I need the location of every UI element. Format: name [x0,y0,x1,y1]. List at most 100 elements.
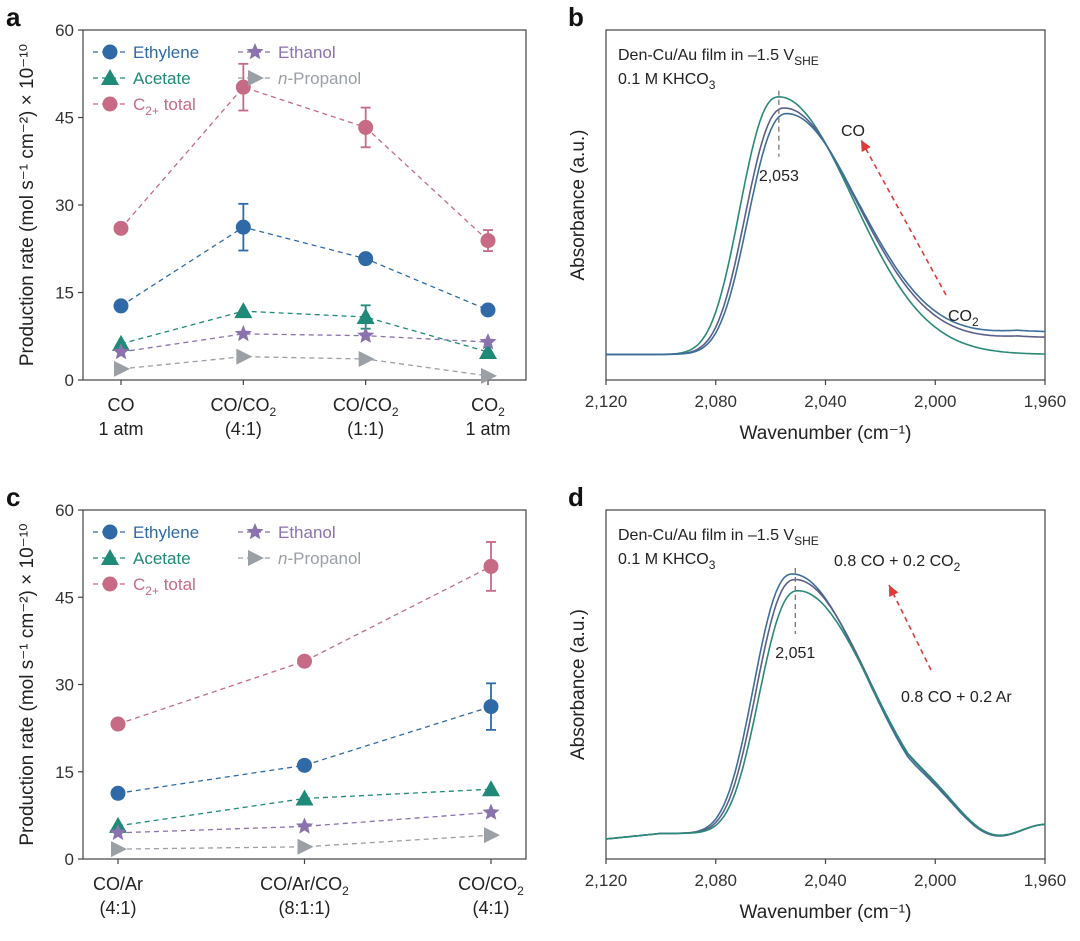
panel-label-c: c [6,482,20,512]
series-line-c2total [120,86,489,242]
shift-arrow-head [861,140,871,152]
x-category-label: CO/Ar/CO2 [260,874,349,898]
x-category-label: CO/CO2 [210,395,276,419]
series-line-ethanol [120,333,489,353]
title-line-2: 0.1 M KHCO3 [618,551,716,572]
data-point-ethylene [483,699,499,715]
series-line-ethylene [117,705,492,794]
data-point-c2total [297,653,312,669]
data-point-npropanol [297,838,314,855]
legend-label-c2total: C2+ total [133,575,196,598]
data-point-acetate [479,343,497,359]
peak-label: 2,053 [759,168,799,185]
legend-label-ethanol: Ethanol [278,523,336,542]
legend-label-c2total: C2+ total [133,95,196,118]
legend-label-ethylene: Ethylene [133,523,199,542]
data-point-npropanol [481,367,497,384]
spectrum-line-spectrum_b [605,578,1046,840]
series-line-npropanol [120,356,489,377]
legend-marker-c2total [102,576,118,592]
data-point-npropanol [114,360,130,377]
y-axis-label: Production rate (mol s⁻¹ cm⁻²) × 10⁻¹⁰ [17,523,38,845]
spectrum-line-spectrum_a [606,95,1045,356]
data-point-npropanol [111,841,127,858]
panel-c-production-chart: 0 15 30 45 60 CO/Ar (4:1) CO/Ar/CO2(8:1:1) CO/CO… [17,501,527,918]
title-line-1: Den-Cu/Au film in –1.5 VSHE [618,47,819,68]
arrow-bottom-label: 0.8 CO + 0.2 Ar [901,689,1012,706]
data-point-acetate [112,334,130,351]
legend-marker-acetate [101,69,119,85]
data-point-ethanol [479,333,497,350]
y-tick-label: 15 [55,284,74,303]
x-category-sublabel: 1 atm [98,419,143,439]
data-point-ethylene [235,219,251,235]
legend-marker-ethanol [246,43,264,60]
series-line-acetate [120,310,489,353]
legend-marker-ethanol [246,523,264,540]
y-tick-label: 45 [55,109,74,128]
data-point-ethylene [480,302,496,318]
x-axis-label: Wavenumber (cm⁻¹) [740,423,912,444]
x-category-label: CO/Ar [93,874,143,894]
x-category-label: CO/CO2 [458,874,524,898]
data-point-acetate [234,302,253,319]
arrow-bottom-label: CO2 [948,308,979,329]
data-point-c2total [480,233,496,249]
data-point-ethanol [357,326,375,343]
y-axis-label: Absorbance (a.u.) [568,609,589,760]
data-point-npropanol [236,348,253,365]
y-tick-label: 45 [55,588,74,607]
y-tick-label: 0 [65,850,74,869]
data-point-ethylene [110,785,126,801]
x-category-label: CO [108,395,135,415]
spectrum-line-spectrum_c [606,112,1046,356]
x-tick-label: 1,960 [1024,392,1067,411]
x-category-sublabel: (1:1) [347,419,384,439]
shift-arrow-line [888,584,932,671]
y-tick-label: 30 [55,196,74,215]
y-axis-label: Production rate (mol s⁻¹ cm⁻²) × 10⁻¹⁰ [17,44,38,366]
x-tick-label: 2,120 [585,392,628,411]
data-point-c2total [113,220,129,236]
y-tick-label: 60 [55,21,74,40]
legend-marker-npropanol [248,550,264,566]
x-tick-label: 2,080 [694,392,737,411]
shift-arrow-head [889,585,899,597]
x-tick-label: 2,040 [804,392,847,411]
peak-label: 2,051 [775,645,815,662]
x-category-sublabel: (8:1:1) [278,898,330,918]
spectrum-line-spectrum_c [605,573,1046,840]
legend-label-acetate: Acetate [133,69,191,88]
legend-label-npropanol: n-Propanol [278,549,361,568]
title-line-1: Den-Cu/Au film in –1.5 VSHE [618,527,819,548]
panel-label-b: b [568,2,584,32]
data-point-c2total [110,716,126,732]
legend-label-acetate: Acetate [133,549,191,568]
x-category-label: CO2 [471,395,505,419]
legend-marker-c2total [102,96,118,112]
legend-marker-npropanol [248,70,264,86]
x-category-sublabel: 1 atm [465,419,510,439]
panel-label-a: a [6,2,21,32]
y-tick-label: 60 [55,501,74,520]
x-tick-label: 2,040 [804,871,847,890]
y-tick-label: 0 [65,371,74,390]
data-point-npropanol [358,351,375,367]
data-point-acetate [356,308,375,324]
panel-label-d: d [568,482,584,512]
x-category-sublabel: (4:1) [472,898,509,918]
data-point-ethanol [295,817,314,834]
data-point-ethylene [113,298,129,314]
legend-label-ethanol: Ethanol [278,43,336,62]
panel-d-spectrum-chart: 2,120 2,080 2,040 2,000 1,960 Wavenumber (cm⁻… [568,509,1067,923]
series-line-ethylene [120,226,489,311]
x-tick-label: 2,120 [585,871,628,890]
data-point-ethanol [109,823,127,841]
arrow-top-label: CO [841,123,865,140]
x-tick-label: 1,960 [1024,871,1067,890]
y-axis-label: Absorbance (a.u.) [568,129,589,280]
data-point-ethylene [297,757,312,773]
data-point-ethanol [234,324,252,342]
legend-marker-acetate [101,549,119,565]
